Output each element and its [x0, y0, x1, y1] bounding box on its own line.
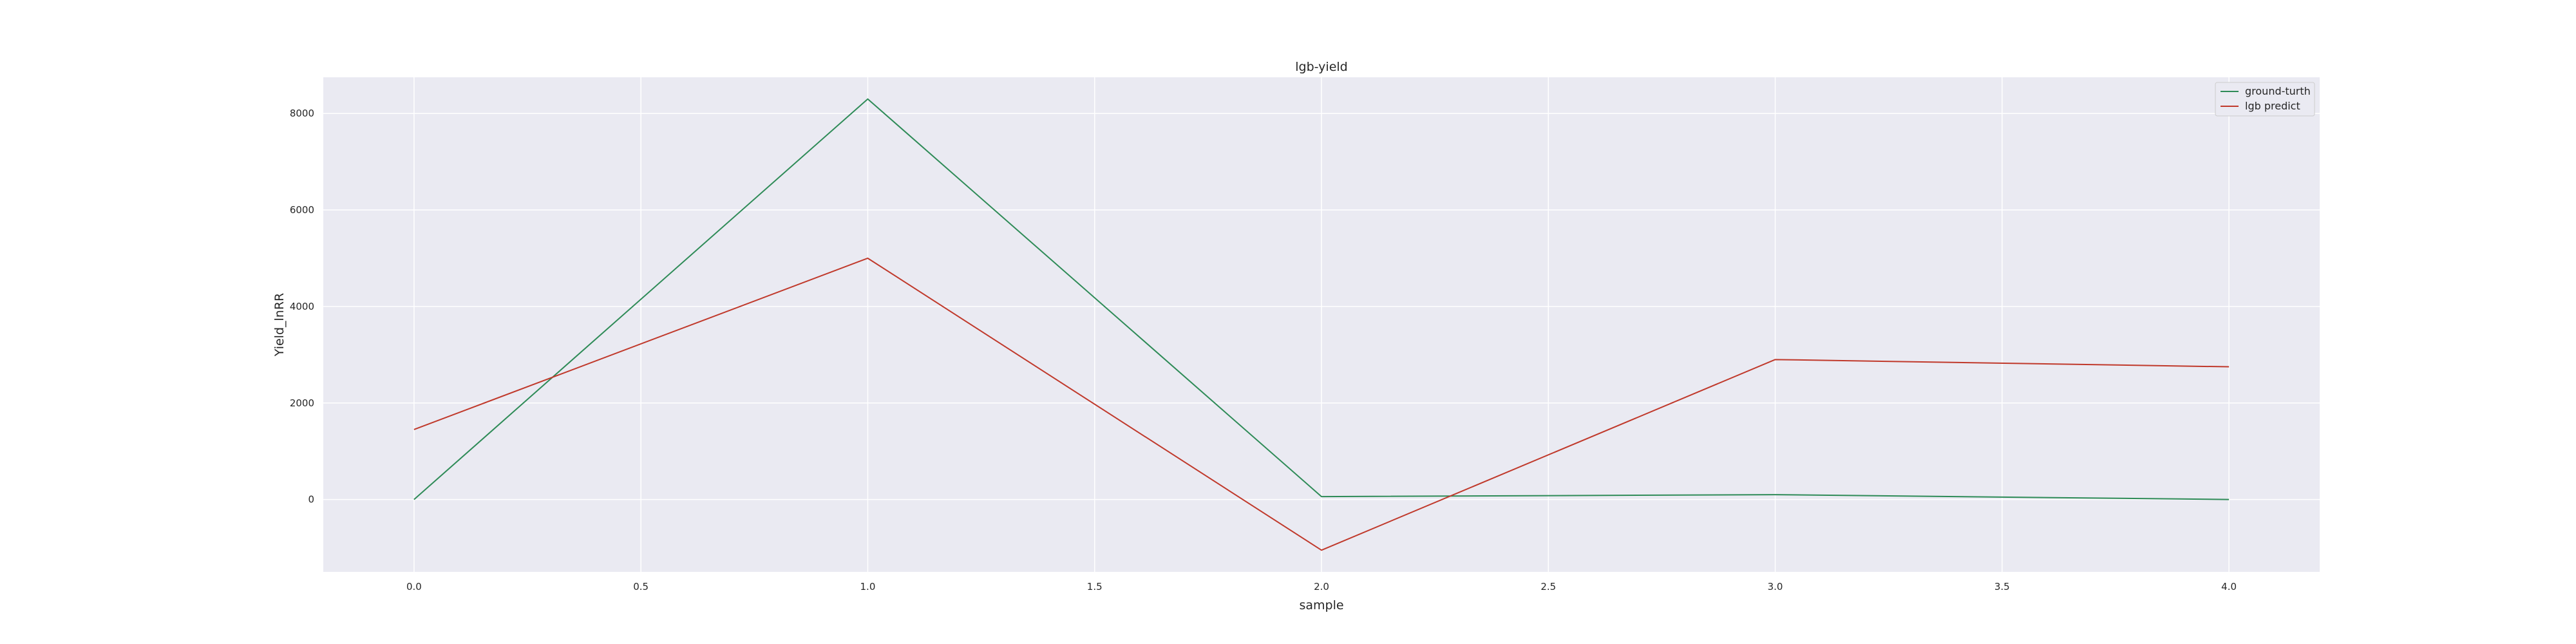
legend-label: lgb predict	[2245, 100, 2300, 112]
legend-label: ground-turth	[2245, 85, 2311, 97]
grid-lines	[323, 77, 2320, 572]
legend: ground-turth lgb predict	[2215, 82, 2315, 117]
x-tick-label: 2.0	[1314, 581, 1329, 592]
y-tick-label: 0	[308, 494, 314, 506]
series-lines	[413, 98, 2230, 551]
y-tick-label: 6000	[290, 204, 314, 216]
x-tick-label: 2.5	[1540, 581, 1556, 592]
x-tick-label: 1.0	[860, 581, 876, 592]
x-axis-label: sample	[1299, 598, 1343, 612]
x-tick-label: 3.5	[1994, 581, 2010, 592]
y-tick-label: 8000	[290, 108, 314, 119]
series-line-1	[413, 257, 2230, 551]
chart-title: lgb-yield	[1295, 60, 1347, 74]
x-tick-label: 0.0	[406, 581, 422, 592]
x-tick-label: 3.0	[1768, 581, 1783, 592]
y-tick-label: 2000	[290, 397, 314, 409]
tick-labels: 0.0 0.5 1.0 1.5 2.0 2.5 3.0 3.5 4.0 0 2000 4000 6000…	[290, 108, 2237, 592]
y-tick-label: 4000	[290, 301, 314, 312]
y-axis-label: Yield_lnRR	[272, 293, 287, 357]
x-tick-label: 4.0	[2221, 581, 2237, 592]
series-line-0	[413, 98, 2230, 500]
x-tick-label: 0.5	[633, 581, 649, 592]
x-tick-label: 1.5	[1087, 581, 1103, 592]
legend-box	[2215, 82, 2315, 117]
